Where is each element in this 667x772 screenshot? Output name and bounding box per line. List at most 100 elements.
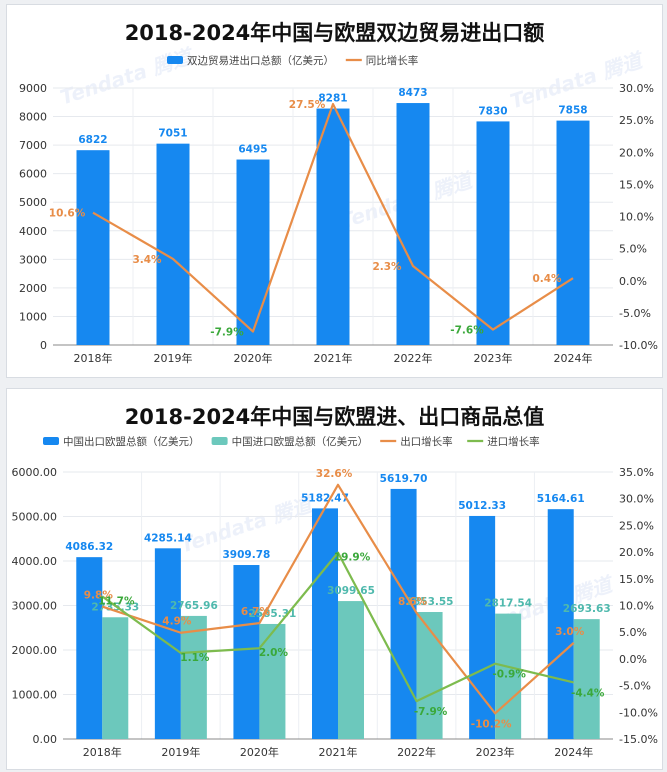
- line-data-label: 4.9%: [162, 616, 192, 628]
- left-axis-tick: 1000: [19, 310, 47, 323]
- right-axis-tick: 5.0%: [619, 626, 647, 639]
- legend-swatch: [167, 56, 183, 64]
- x-axis-tick: 2022年: [397, 745, 436, 759]
- bar-primary: [556, 120, 590, 345]
- right-axis-tick: 30.0%: [619, 493, 654, 506]
- legend-label: 进口增长率: [487, 435, 540, 448]
- legend-label: 双边贸易进出口总额（亿美元）: [187, 54, 334, 67]
- legend-label: 同比增长率: [366, 54, 419, 67]
- x-axis-tick: 2020年: [240, 745, 279, 759]
- bar-primary: [469, 515, 496, 739]
- chart-svg: 0.00 1000.00 2000.00 3000.00 4000.00 5000.00 6…: [12, 435, 658, 759]
- bar-data-label: 5164.61: [537, 493, 585, 505]
- bar-data-label: 7858: [558, 105, 587, 117]
- x-axis-tick: 2019年: [154, 351, 193, 365]
- bar-secondary: [495, 613, 522, 739]
- left-axis-tick: 0: [40, 339, 47, 352]
- left-axis-tick: 7000: [19, 139, 47, 152]
- bar-primary: [396, 103, 430, 346]
- right-axis-tick: -5.0%: [619, 307, 651, 320]
- left-axis-tick: 4000: [19, 225, 47, 238]
- x-axis-tick: 2023年: [474, 351, 513, 365]
- bar-primary: [312, 508, 338, 739]
- chart-panel-import-export: 2018-2024年中国与欧盟进、出口商品总值 Tendata 腾道 Tenda…: [6, 388, 663, 770]
- x-axis-tick: 2018年: [83, 745, 122, 759]
- right-axis-tick: 10.0%: [619, 211, 654, 224]
- bar-data-label: 8281: [318, 93, 347, 105]
- right-axis-tick: 20.0%: [619, 546, 654, 559]
- bar-secondary: [259, 623, 286, 739]
- bar-data-label: 6822: [78, 134, 107, 146]
- legend-label: 出口增长率: [400, 435, 453, 448]
- right-axis-tick: 25.0%: [619, 114, 654, 127]
- series-line-secondary: [101, 551, 574, 703]
- right-axis-tick: 15.0%: [619, 573, 654, 586]
- bar-data-label: 8473: [398, 87, 427, 99]
- x-axis-tick: 2018年: [74, 351, 113, 365]
- line-data-label: 27.5%: [289, 99, 326, 111]
- bar-secondary: [180, 615, 207, 739]
- right-axis-tick: 5.0%: [619, 243, 647, 256]
- x-axis-tick: 2020年: [234, 351, 273, 365]
- right-axis-tick: 15.0%: [619, 178, 654, 191]
- line-data-label: -10.2%: [471, 718, 512, 730]
- x-axis-tick: 2021年: [314, 351, 353, 365]
- bar-data-label: 7051: [158, 128, 187, 140]
- bar-secondary: [102, 617, 129, 739]
- bar-data-label: 2817.54: [484, 598, 532, 610]
- x-axis-tick: 2021年: [319, 745, 358, 759]
- legend-label: 中国出口欧盟总额（亿美元）: [63, 435, 200, 448]
- line-data-label: 0.4%: [532, 273, 562, 285]
- left-axis-tick: 2000.00: [12, 644, 58, 657]
- bar-data-label: 5619.70: [380, 473, 428, 485]
- right-axis-tick: 30.0%: [619, 82, 654, 95]
- line-data-label: 11.7%: [98, 595, 135, 607]
- right-axis-tick: 35.0%: [619, 466, 654, 479]
- legend-label: 中国进口欧盟总额（亿美元）: [232, 435, 369, 448]
- bar-data-label: 5182.47: [301, 492, 349, 504]
- left-axis-tick: 3000.00: [12, 600, 58, 613]
- bar-primary: [316, 108, 350, 346]
- right-axis-tick: -15.0%: [619, 733, 658, 746]
- legend-swatch: [211, 437, 228, 445]
- line-data-label: 3.0%: [555, 626, 585, 638]
- bar-data-label: 2853.55: [406, 596, 454, 608]
- line-data-label: -7.9%: [210, 327, 244, 339]
- line-data-label: -0.9%: [492, 669, 526, 681]
- right-axis-tick: 25.0%: [619, 519, 654, 532]
- line-data-label: 19.9%: [334, 552, 371, 564]
- x-axis-tick: 2022年: [394, 351, 433, 365]
- left-axis-tick: 6000: [19, 168, 47, 181]
- bar-primary: [476, 121, 510, 345]
- series-line-primary: [101, 483, 575, 715]
- bar-data-label: 2765.96: [170, 600, 218, 612]
- series-line-primary: [92, 102, 574, 333]
- bar-data-label: 5012.33: [458, 500, 506, 512]
- bar-secondary: [338, 601, 364, 739]
- line-data-label: 32.6%: [316, 468, 353, 480]
- left-axis-tick: 6000.00: [12, 466, 58, 479]
- line-data-label: 10.6%: [49, 208, 86, 220]
- bar-data-label: 3909.78: [223, 549, 271, 561]
- bar-primary: [76, 150, 110, 345]
- bar-data-label: 2735.33: [91, 601, 139, 613]
- left-axis-tick: 1000.00: [12, 689, 58, 702]
- chart-panel-bilateral-trade: 2018-2024年中国与欧盟双边贸易进出口额 Tendata 腾道 Tenda…: [6, 4, 663, 378]
- line-data-label: 1.1%: [180, 652, 210, 664]
- x-axis-tick: 2019年: [161, 745, 200, 759]
- right-axis-tick: 0.0%: [619, 653, 647, 666]
- left-axis-tick: 5000: [19, 196, 47, 209]
- right-axis-tick: 0.0%: [619, 275, 647, 288]
- right-axis-tick: 20.0%: [619, 146, 654, 159]
- right-axis-tick: 10.0%: [619, 600, 654, 613]
- bar-primary: [390, 488, 417, 739]
- bar-primary: [233, 565, 260, 739]
- bar-data-label: 4086.32: [65, 541, 113, 553]
- line-data-label: 6.7%: [241, 606, 271, 618]
- chart-svg: 0 1000 2000 3000 4000 5000 6000 7000 8000 9000 -10…: [19, 54, 658, 365]
- chart-title: 2018-2024年中国与欧盟双边贸易进出口额: [124, 21, 545, 45]
- left-axis-tick: 5000.00: [12, 511, 58, 524]
- bar-data-label: 3099.65: [327, 585, 375, 597]
- bar-secondary: [573, 619, 600, 739]
- left-axis-tick: 8000: [19, 111, 47, 124]
